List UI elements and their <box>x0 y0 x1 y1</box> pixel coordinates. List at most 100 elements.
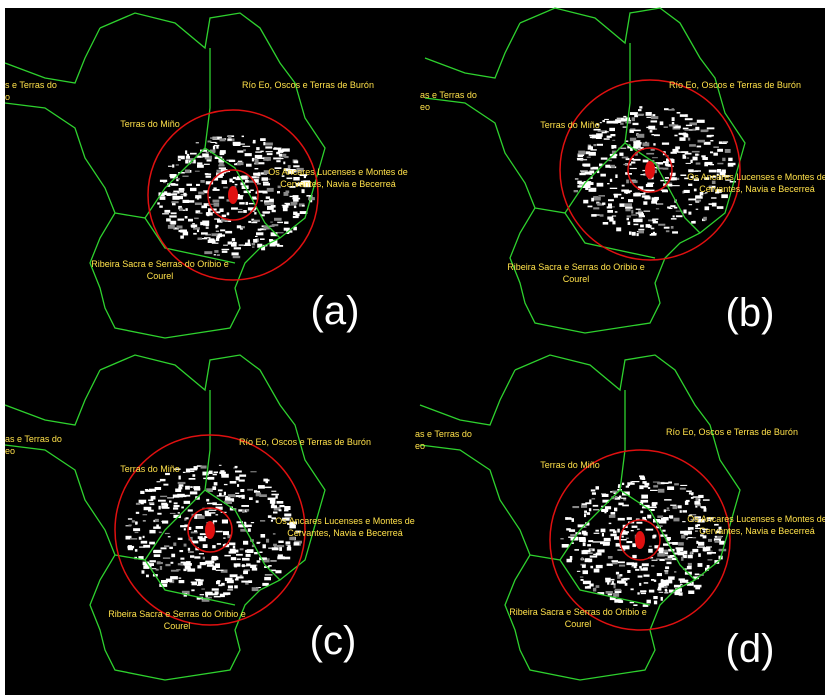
clutter <box>665 558 672 560</box>
clutter <box>179 484 181 487</box>
clutter <box>590 174 592 175</box>
clutter <box>617 550 625 551</box>
clutter <box>635 569 639 571</box>
clutter <box>251 222 257 224</box>
clutter <box>583 542 586 546</box>
clutter <box>627 218 630 220</box>
clutter <box>149 530 155 534</box>
clutter <box>212 588 219 590</box>
clutter <box>240 548 244 550</box>
clutter <box>257 183 261 184</box>
clutter <box>200 222 208 225</box>
clutter <box>665 177 669 179</box>
clutter <box>170 513 176 514</box>
clutter <box>660 121 664 125</box>
clutter <box>689 492 694 494</box>
clutter <box>654 601 657 605</box>
clutter <box>192 474 195 477</box>
clutter <box>607 121 614 124</box>
clutter <box>623 116 626 118</box>
clutter <box>695 530 698 532</box>
clutter <box>651 120 658 122</box>
clutter <box>683 156 687 159</box>
clutter <box>216 570 224 571</box>
clutter <box>603 222 609 225</box>
clutter <box>156 525 159 528</box>
clutter <box>171 562 174 564</box>
clutter <box>265 146 272 148</box>
clutter <box>593 214 600 215</box>
clutter <box>601 529 606 533</box>
clutter <box>235 471 242 473</box>
clutter <box>277 222 283 223</box>
clutter <box>256 147 259 150</box>
clutter <box>266 196 270 199</box>
clutter <box>567 559 572 563</box>
clutter <box>590 566 593 569</box>
clutter <box>294 206 296 208</box>
clutter <box>633 193 641 196</box>
clutter <box>257 542 260 544</box>
clutter <box>128 545 132 548</box>
clutter <box>627 215 631 217</box>
clutter <box>226 160 233 161</box>
clutter <box>218 489 223 491</box>
clutter <box>228 494 235 497</box>
region-label: as e Terras do <box>5 434 62 444</box>
clutter <box>204 251 212 254</box>
clutter <box>204 237 211 238</box>
clutter <box>616 227 621 231</box>
clutter <box>650 130 653 132</box>
clutter <box>696 200 701 202</box>
clutter <box>219 163 224 166</box>
clutter <box>680 175 686 177</box>
clutter <box>583 550 590 552</box>
clutter <box>160 479 166 481</box>
clutter <box>704 163 708 167</box>
clutter <box>584 172 590 175</box>
region-label: Os Ancares Lucenses e Montes de <box>687 514 825 524</box>
clutter <box>689 204 692 205</box>
clutter <box>214 250 218 253</box>
clutter <box>671 218 677 220</box>
clutter <box>675 146 680 149</box>
clutter <box>275 570 281 573</box>
region-label: Terras do Miño <box>120 464 180 474</box>
clutter <box>593 505 599 507</box>
clutter <box>234 585 238 588</box>
clutter <box>591 149 597 150</box>
clutter <box>188 509 193 511</box>
clutter <box>265 143 273 146</box>
clutter <box>159 206 163 208</box>
clutter <box>728 164 734 166</box>
clutter <box>142 570 145 573</box>
clutter <box>237 559 241 560</box>
clutter <box>643 142 650 146</box>
clutter <box>268 565 271 567</box>
clutter <box>684 190 690 193</box>
clutter <box>248 221 251 223</box>
clutter <box>610 179 612 182</box>
clutter <box>585 502 591 504</box>
clutter <box>284 510 289 511</box>
clutter <box>647 600 651 604</box>
clutter <box>165 533 170 534</box>
clutter <box>652 560 658 561</box>
clutter <box>179 230 182 232</box>
clutter <box>667 486 674 490</box>
clutter <box>677 112 681 114</box>
clutter <box>598 130 605 132</box>
clutter <box>174 502 178 504</box>
clutter <box>619 574 622 576</box>
clutter <box>711 197 716 198</box>
clutter <box>678 505 682 508</box>
clutter <box>237 162 244 165</box>
clutter <box>577 181 582 184</box>
clutter <box>128 518 132 519</box>
clutter <box>294 161 299 164</box>
clutter <box>644 575 650 577</box>
clutter <box>634 224 639 226</box>
clutter <box>665 589 667 592</box>
clutter <box>584 513 586 517</box>
clutter <box>654 580 656 582</box>
